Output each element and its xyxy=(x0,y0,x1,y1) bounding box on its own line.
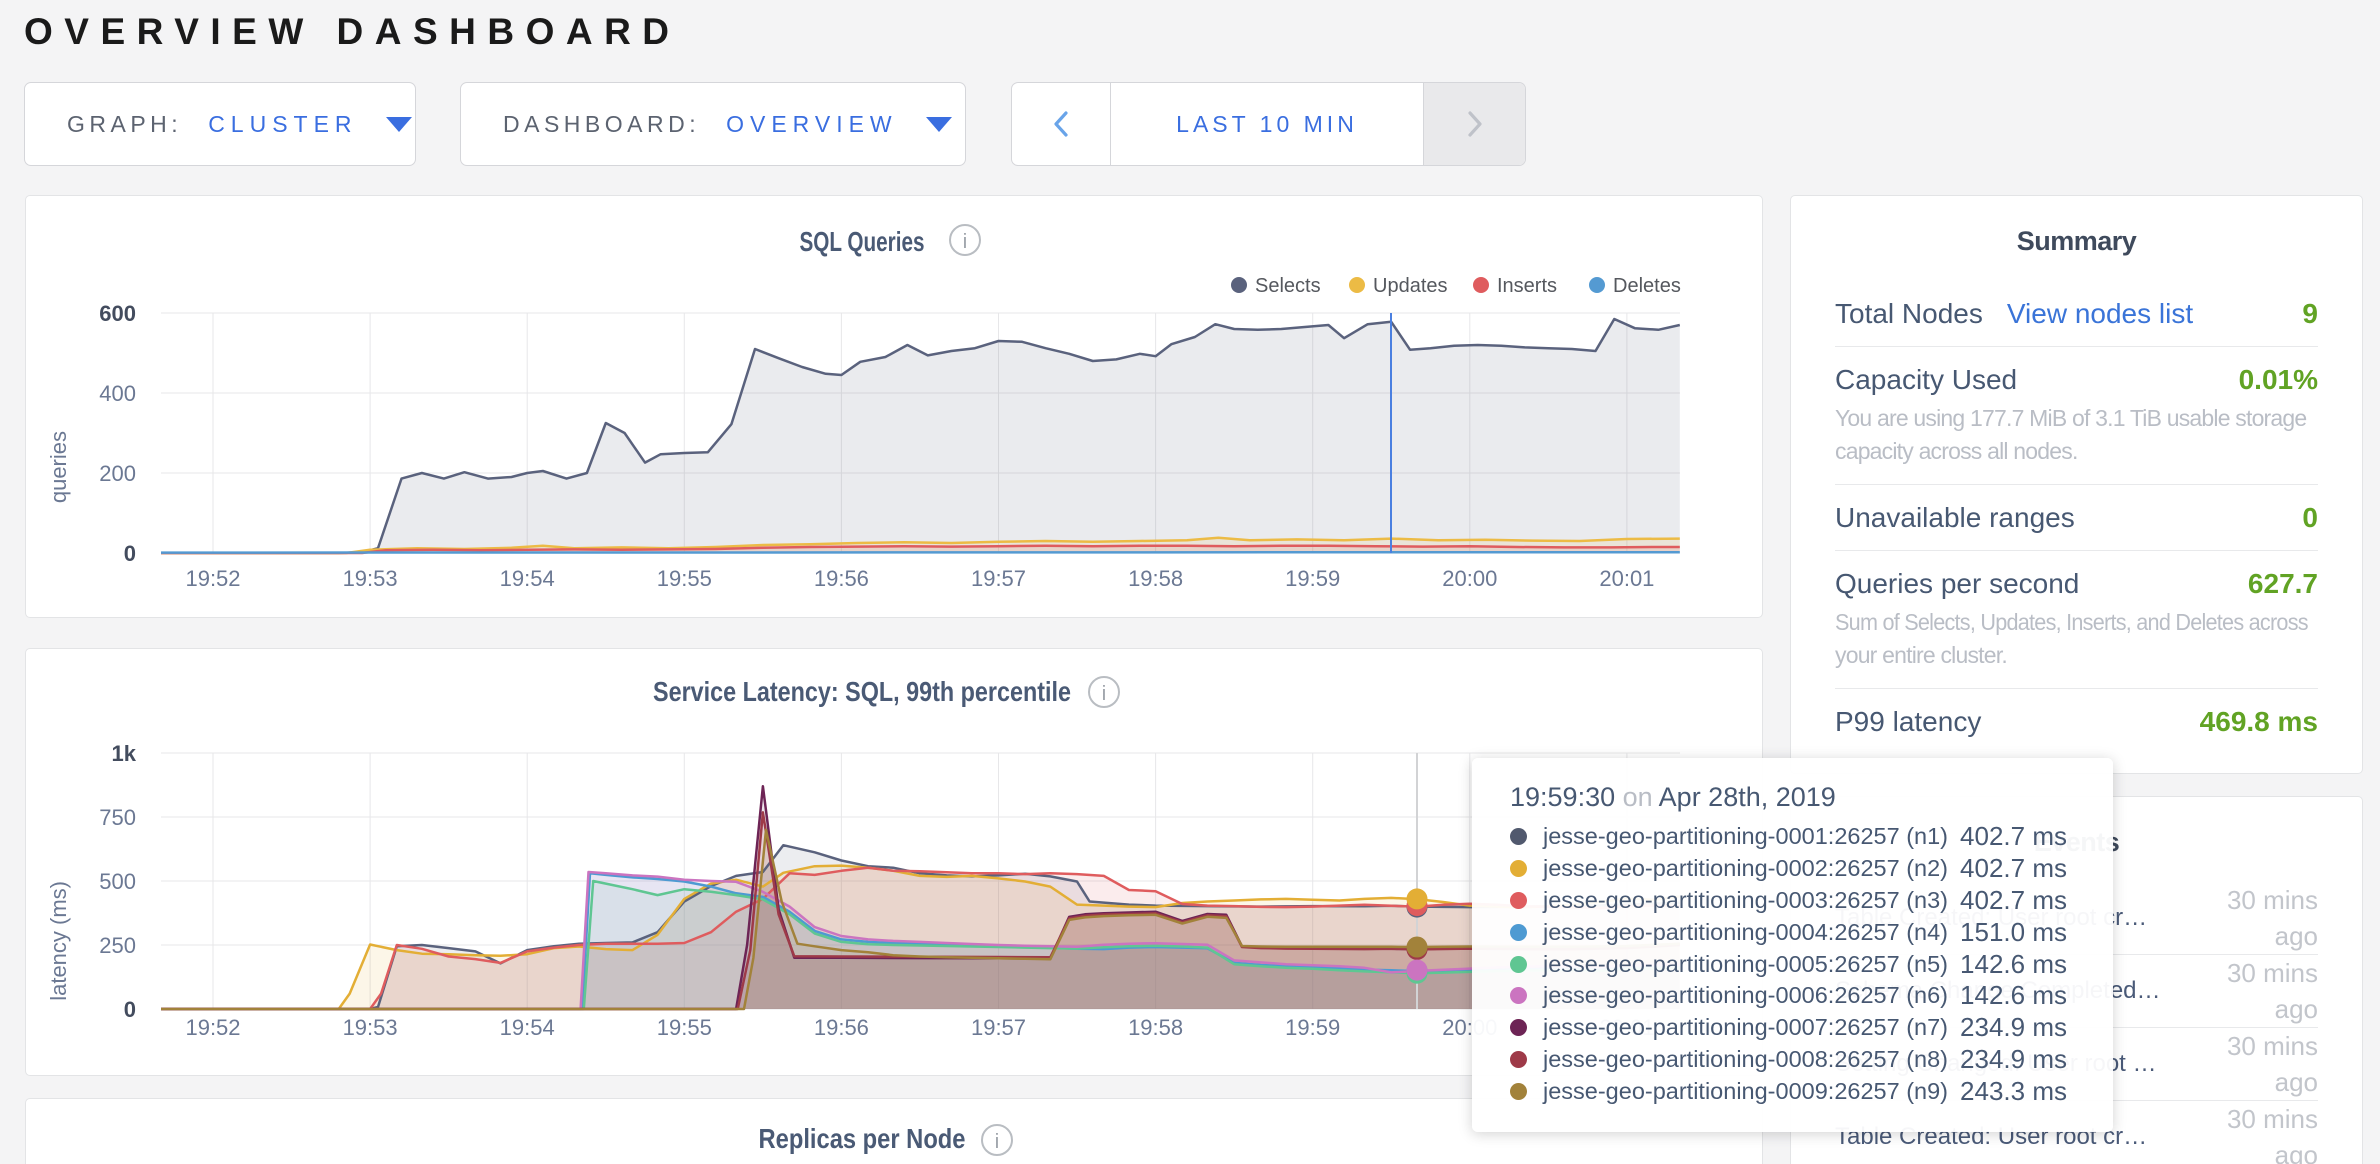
svg-text:19:59: 19:59 xyxy=(1285,566,1340,591)
svg-text:19:52: 19:52 xyxy=(185,566,240,591)
svg-text:Updates: Updates xyxy=(1373,275,1448,297)
svg-text:750: 750 xyxy=(99,805,136,830)
svg-text:Replicas per Node: Replicas per Node xyxy=(759,1123,966,1154)
svg-text:20:00: 20:00 xyxy=(1442,566,1497,591)
svg-text:19:54: 19:54 xyxy=(500,1015,555,1040)
svg-text:250: 250 xyxy=(99,933,136,958)
svg-text:1k: 1k xyxy=(112,741,137,766)
svg-text:0: 0 xyxy=(124,541,136,566)
svg-text:Deletes: Deletes xyxy=(1613,275,1681,297)
svg-text:i: i xyxy=(1102,683,1106,705)
svg-text:queries: queries xyxy=(46,431,71,503)
svg-text:0: 0 xyxy=(124,997,136,1022)
svg-text:SQL Queries: SQL Queries xyxy=(800,226,925,257)
svg-text:19:58: 19:58 xyxy=(1128,566,1183,591)
svg-text:19:55: 19:55 xyxy=(657,1015,712,1040)
svg-text:19:53: 19:53 xyxy=(343,1015,398,1040)
svg-text:i: i xyxy=(995,1131,999,1153)
svg-text:19:57: 19:57 xyxy=(971,566,1026,591)
svg-text:19:59: 19:59 xyxy=(1285,1015,1340,1040)
svg-text:19:58: 19:58 xyxy=(1128,1015,1183,1040)
svg-text:19:53: 19:53 xyxy=(343,566,398,591)
svg-text:600: 600 xyxy=(99,301,136,326)
svg-text:200: 200 xyxy=(99,461,136,486)
svg-text:Service Latency: SQL, 99th per: Service Latency: SQL, 99th percentile xyxy=(653,676,1071,707)
svg-text:Inserts: Inserts xyxy=(1497,275,1557,297)
svg-text:19:56: 19:56 xyxy=(814,1015,869,1040)
svg-text:latency (ms): latency (ms) xyxy=(46,881,71,1001)
svg-text:19:54: 19:54 xyxy=(500,566,555,591)
svg-text:500: 500 xyxy=(99,869,136,894)
svg-text:19:55: 19:55 xyxy=(657,566,712,591)
svg-text:19:56: 19:56 xyxy=(814,566,869,591)
svg-text:i: i xyxy=(963,231,967,253)
svg-text:400: 400 xyxy=(99,381,136,406)
svg-text:20:01: 20:01 xyxy=(1599,566,1654,591)
svg-text:19:57: 19:57 xyxy=(971,1015,1026,1040)
svg-text:Selects: Selects xyxy=(1255,275,1321,297)
svg-text:19:52: 19:52 xyxy=(185,1015,240,1040)
